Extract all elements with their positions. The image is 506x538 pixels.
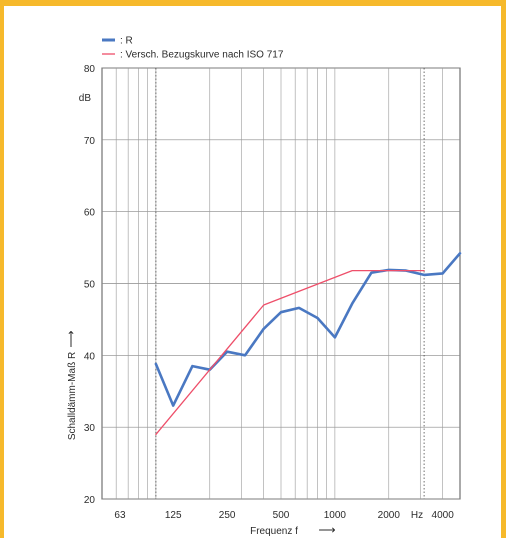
series-lines: [154, 252, 462, 436]
y-tick-label: 50: [84, 280, 96, 291]
x-tick-labels: 63 125 250 500 1000 2000 4000: [114, 510, 454, 521]
y-axis-label: Schalldämm-Maß R: [67, 352, 78, 440]
x-tick-label: 63: [114, 510, 126, 521]
x-tick-label: 2000: [378, 510, 401, 521]
x-axis-label: Frequenz f: [250, 526, 298, 537]
y-unit-label: dB: [79, 93, 92, 104]
y-tick-label: 80: [84, 64, 96, 75]
x-tick-label: 125: [165, 510, 182, 521]
y-axis-arrow: ⟶: [64, 330, 78, 347]
y-tick-label: 60: [84, 208, 96, 219]
y-tick-label: 40: [84, 351, 96, 362]
frequency-response-chart: 20 30 40 50 60 70 80 63 125 250 500 1000 2000 4000 :…: [64, 36, 462, 537]
x-tick-label: 250: [219, 510, 236, 521]
r-series-line: [154, 252, 462, 407]
x-tick-label: 500: [273, 510, 290, 521]
legend-label: : R: [120, 36, 133, 47]
y-tick-label: 70: [84, 136, 96, 147]
x-tick-label: 1000: [324, 510, 347, 521]
legend: : R : Versch. Bezugskurve nach ISO 717: [102, 36, 284, 61]
reference-curve-line: [155, 269, 425, 436]
x-axis-arrow: ⟶: [318, 523, 335, 537]
legend-label: : Versch. Bezugskurve nach ISO 717: [120, 50, 284, 61]
gridlines: [101, 67, 461, 500]
y-tick-label: 20: [84, 495, 96, 506]
y-tick-labels: 20 30 40 50 60 70 80: [84, 64, 96, 506]
x-unit-label: Hz: [411, 510, 423, 521]
y-tick-label: 30: [84, 423, 96, 434]
x-tick-label: 4000: [432, 510, 455, 521]
